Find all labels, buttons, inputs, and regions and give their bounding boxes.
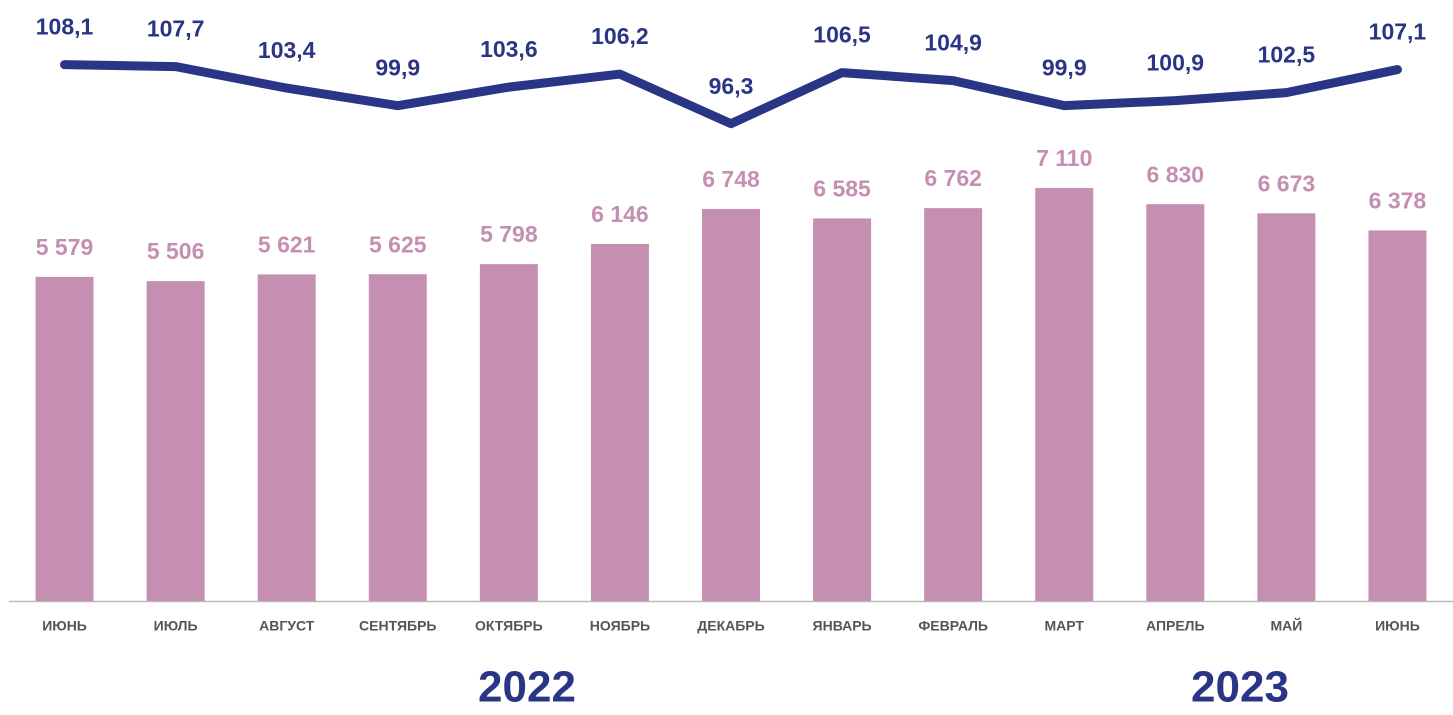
x-tick-label: ОКТЯБРЬ bbox=[475, 618, 543, 634]
bar-value-label: 5 506 bbox=[147, 238, 205, 264]
bar-value-label: 5 625 bbox=[369, 231, 427, 257]
bar bbox=[813, 218, 872, 601]
x-tick-label: ИЮНЬ bbox=[42, 618, 87, 634]
x-tick-label: ИЮЛЬ bbox=[154, 618, 198, 634]
line-value-label: 107,7 bbox=[147, 16, 205, 42]
line-value-label: 96,3 bbox=[709, 73, 754, 99]
bar-value-label: 6 378 bbox=[1369, 188, 1427, 214]
line-value-label: 104,9 bbox=[924, 30, 982, 56]
bar bbox=[35, 276, 94, 601]
bar bbox=[924, 208, 983, 601]
bar-value-label: 6 673 bbox=[1258, 170, 1316, 196]
x-tick-label: ДЕКАБРЬ bbox=[697, 618, 764, 634]
line-value-label: 100,9 bbox=[1147, 50, 1205, 76]
bar bbox=[257, 274, 316, 601]
x-tick-label: ФЕВРАЛЬ bbox=[918, 618, 988, 634]
bar bbox=[146, 281, 205, 601]
bar-value-label: 6 748 bbox=[702, 166, 760, 192]
bar bbox=[1368, 230, 1427, 601]
bar bbox=[1146, 204, 1205, 601]
bar-value-label: 5 621 bbox=[258, 231, 316, 257]
line-value-label: 106,2 bbox=[591, 23, 649, 49]
line-value-label: 99,9 bbox=[375, 55, 420, 81]
x-tick-label: АВГУСТ bbox=[259, 618, 315, 634]
line-value-label: 108,1 bbox=[36, 14, 94, 40]
x-tick-label: ЯНВАРЬ bbox=[813, 618, 872, 634]
line-value-label: 102,5 bbox=[1258, 42, 1316, 68]
bar bbox=[1035, 187, 1094, 601]
bar-value-label: 6 762 bbox=[924, 165, 982, 191]
line-value-label: 103,4 bbox=[258, 37, 316, 63]
bar-value-label: 6 146 bbox=[591, 201, 649, 227]
bar-value-label: 5 579 bbox=[36, 234, 94, 260]
x-tick-label: АПРЕЛЬ bbox=[1146, 618, 1205, 634]
year-label: 2022 bbox=[478, 663, 576, 712]
x-tick-label: СЕНТЯБРЬ bbox=[359, 618, 436, 634]
x-tick-label: МАЙ bbox=[1270, 617, 1302, 634]
line bbox=[60, 60, 1402, 129]
bar-value-label: 5 798 bbox=[480, 221, 538, 247]
line-value-label: 107,1 bbox=[1369, 19, 1427, 45]
bar bbox=[590, 243, 649, 601]
bar-value-label: 6 585 bbox=[813, 175, 871, 201]
x-tick-label: МАРТ bbox=[1044, 618, 1084, 634]
bar bbox=[479, 264, 538, 601]
x-tick-label: НОЯБРЬ bbox=[590, 618, 650, 634]
bar bbox=[702, 208, 760, 601]
year-label: 2023 bbox=[1191, 663, 1289, 712]
bar bbox=[368, 274, 427, 601]
bar-value-label: 7 110 bbox=[1036, 145, 1092, 171]
line-value-label: 106,5 bbox=[813, 22, 871, 48]
bar bbox=[1257, 213, 1316, 601]
line-value-label: 99,9 bbox=[1042, 55, 1087, 81]
line-value-label: 103,6 bbox=[480, 36, 538, 62]
bar-value-label: 6 830 bbox=[1147, 161, 1205, 187]
x-tick-label: ИЮНЬ bbox=[1375, 618, 1420, 634]
